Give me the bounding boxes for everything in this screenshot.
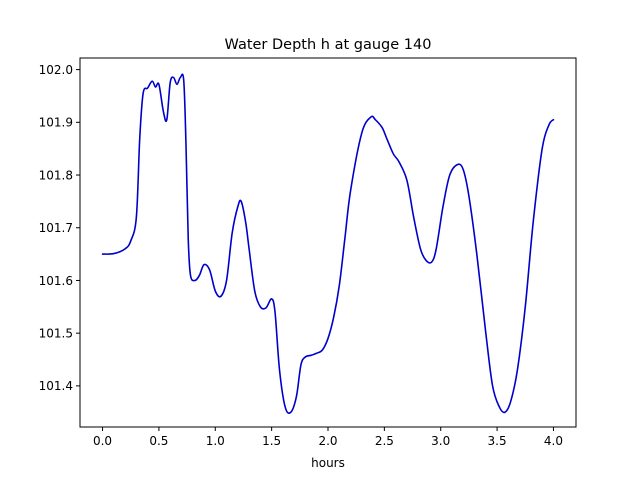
y-tick-label: 102.0 <box>39 63 73 77</box>
y-tick-label: 101.4 <box>39 379 73 393</box>
y-tick-label: 101.5 <box>39 326 73 340</box>
x-axis-label: hours <box>311 456 345 470</box>
x-tick-label: 0.5 <box>149 434 168 448</box>
y-tick-label: 101.6 <box>39 274 73 288</box>
x-tick-label: 0.0 <box>93 434 112 448</box>
x-tick-label: 2.5 <box>375 434 394 448</box>
x-axis: 0.0 0.5 1.0 1.5 2.0 2.5 3.0 3.5 4.0 <box>93 427 563 448</box>
series-line <box>101 73 555 414</box>
x-tick-label: 1.0 <box>206 434 225 448</box>
chart-title: Water Depth h at gauge 140 <box>225 37 432 53</box>
y-tick-label: 101.8 <box>39 168 73 182</box>
y-axis: 101.4 101.5 101.6 101.7 101.8 101.9 102.0 <box>39 63 80 393</box>
plot-content <box>101 73 555 414</box>
x-tick-label: 3.5 <box>488 434 507 448</box>
x-tick-label: 2.0 <box>318 434 337 448</box>
x-tick-label: 4.0 <box>544 434 563 448</box>
y-tick-label: 101.7 <box>39 221 73 235</box>
y-tick-label: 101.9 <box>39 116 73 130</box>
plot-area <box>80 58 576 427</box>
x-tick-label: 3.0 <box>431 434 450 448</box>
x-tick-label: 1.5 <box>262 434 281 448</box>
